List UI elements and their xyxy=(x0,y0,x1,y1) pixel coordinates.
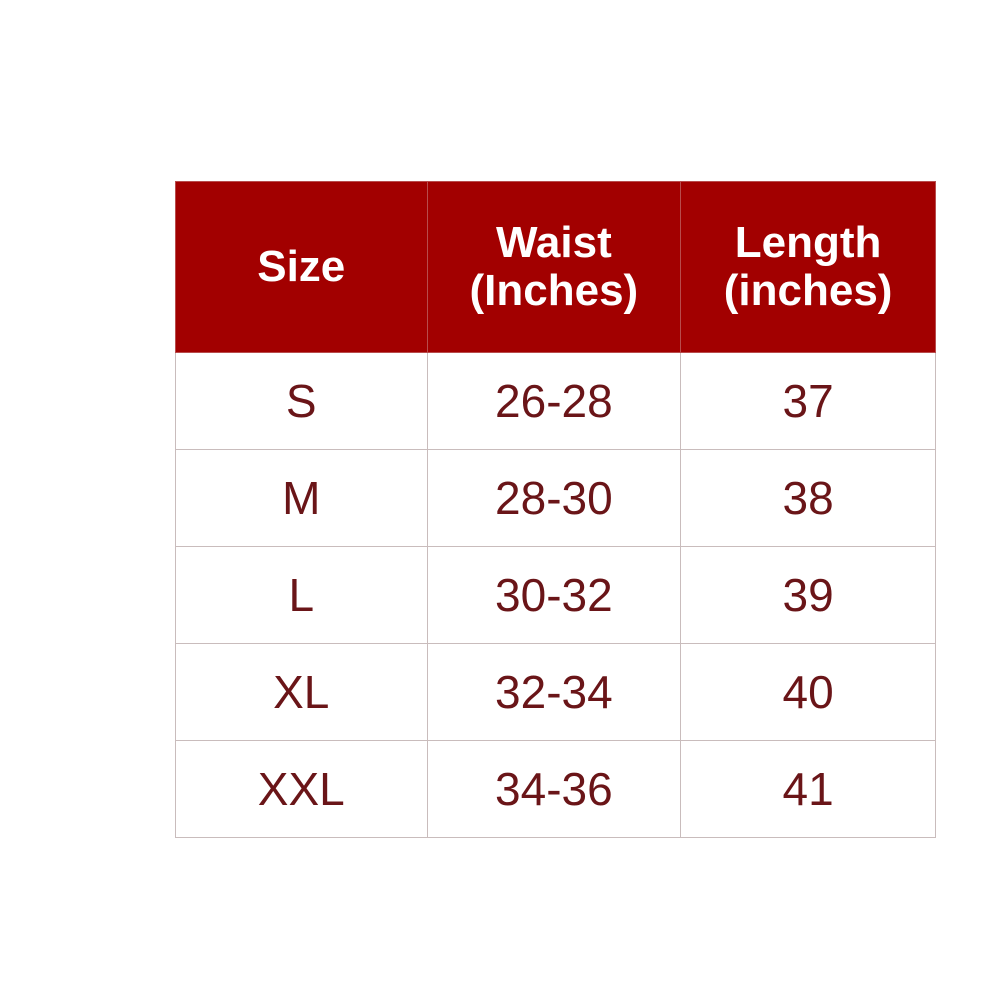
size-cell: S xyxy=(175,352,428,450)
size-cell: XXL xyxy=(175,740,428,838)
length-cell: 37 xyxy=(680,352,936,450)
header-row: Size Waist (Inches) Length (inches) xyxy=(175,181,936,353)
size-cell: L xyxy=(175,546,428,644)
length-cell: 38 xyxy=(680,449,936,547)
size-cell: XL xyxy=(175,643,428,741)
table-row: XXL 34-36 41 xyxy=(175,740,936,838)
table-row: L 30-32 39 xyxy=(175,546,936,644)
header-size-label: Size xyxy=(257,242,346,291)
header-waist-line2: (Inches) xyxy=(469,266,639,315)
waist-cell: 30-32 xyxy=(426,546,682,644)
table-row: XL 32-34 40 xyxy=(175,643,936,741)
size-chart-table: Size Waist (Inches) Length (inches) S 26-28… xyxy=(175,181,936,838)
header-length: Length (inches) xyxy=(680,181,936,353)
waist-cell: 34-36 xyxy=(426,740,682,838)
table-row: M 28-30 38 xyxy=(175,449,936,547)
length-cell: 39 xyxy=(680,546,936,644)
length-cell: 40 xyxy=(680,643,936,741)
header-waist: Waist (Inches) xyxy=(426,181,682,353)
waist-cell: 26-28 xyxy=(426,352,682,450)
header-length-line2: (inches) xyxy=(723,266,893,315)
table-row: S 26-28 37 xyxy=(175,352,936,450)
header-length-line1: Length xyxy=(734,218,882,267)
length-cell: 41 xyxy=(680,740,936,838)
header-size: Size xyxy=(175,181,428,353)
waist-cell: 28-30 xyxy=(426,449,682,547)
waist-cell: 32-34 xyxy=(426,643,682,741)
header-waist-line1: Waist xyxy=(496,218,612,267)
size-cell: M xyxy=(175,449,428,547)
